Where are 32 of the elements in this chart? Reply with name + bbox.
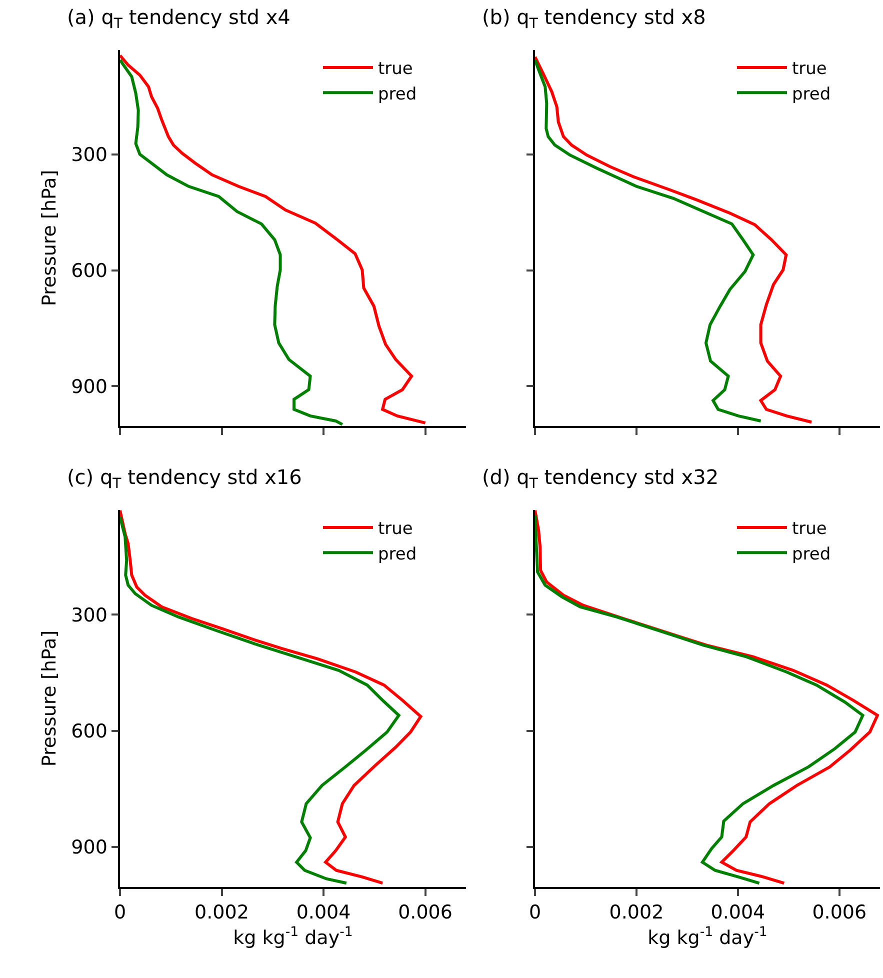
x-axis-title: kg kg$^{-1}$ day$^{-1}$ [233,924,353,949]
legend-label: true [378,59,413,80]
line-series [120,54,427,424]
x-tick-label: 0 [114,902,126,924]
y-tick-label: 300 [71,144,108,166]
legend-label: pred [378,544,417,564]
legend-label: true [792,59,827,80]
legend-label: pred [792,84,831,104]
y-tick-label: 300 [71,604,108,626]
x-tick-label: 0.006 [812,902,867,924]
legend-label: pred [378,84,417,104]
legend-label: true [792,519,827,540]
x-tick-label: 0.002 [194,902,249,924]
x-tick-label: 0.004 [296,902,351,924]
y-tick-label: 900 [71,376,108,398]
y-axis-title: Pressure [hPa] [38,630,61,767]
y-axis-title: Pressure [hPa] [38,170,61,306]
chart-title: (a) q$_{T}$ tendency std x4 [67,5,290,32]
chart-title: (b) q$_{T}$ tendency std x8 [482,5,706,32]
y-tick-label: 900 [71,836,108,859]
x-tick-label: 0.004 [710,902,766,924]
legend-label: pred [792,544,831,564]
line-series [120,58,344,426]
y-tick-label: 600 [71,720,108,742]
chart-title: (c) q$_{T}$ tendency std x16 [67,465,302,492]
y-tick-label: 600 [71,260,108,282]
legend-label: true [378,519,413,540]
x-tick-label: 0.002 [609,902,664,924]
chart-title: (d) q$_{T}$ tendency std x32 [482,465,719,492]
x-axis-title: kg kg$^{-1}$ day$^{-1}$ [648,924,768,949]
x-tick-label: 0 [528,902,542,924]
x-tick-label: 0.006 [398,902,452,924]
